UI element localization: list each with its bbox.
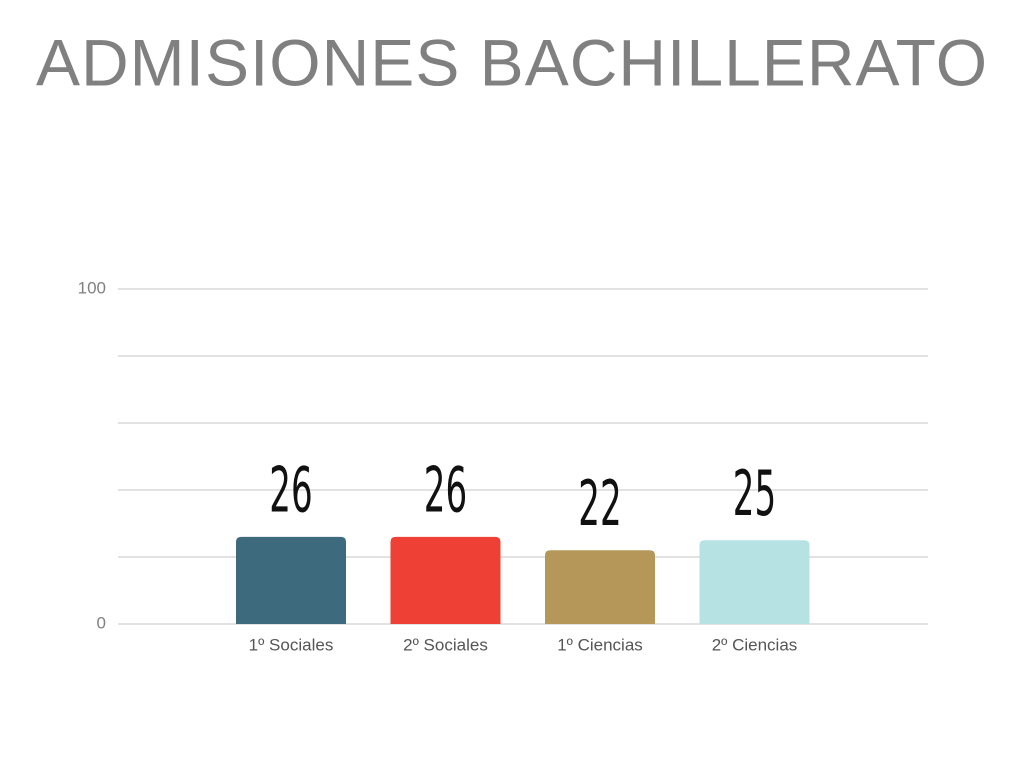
- bar: [236, 536, 346, 624]
- y-tick-label: 0: [97, 613, 106, 632]
- bar: [390, 536, 501, 624]
- x-tick-label: 2º Ciencias: [712, 635, 798, 654]
- x-tick-label: 1º Sociales: [249, 635, 334, 654]
- y-tick-label: 100: [78, 278, 106, 297]
- chart-title: ADMISIONES BACHILLERATO: [36, 25, 988, 99]
- value-label: 22: [578, 468, 621, 540]
- value-label: 25: [733, 458, 776, 530]
- x-tick-label: 2º Sociales: [403, 635, 488, 654]
- bar: [545, 550, 655, 624]
- value-label: 26: [424, 455, 467, 527]
- value-label: 26: [269, 455, 312, 527]
- x-tick-label: 1º Ciencias: [557, 635, 643, 654]
- bar: [699, 540, 810, 624]
